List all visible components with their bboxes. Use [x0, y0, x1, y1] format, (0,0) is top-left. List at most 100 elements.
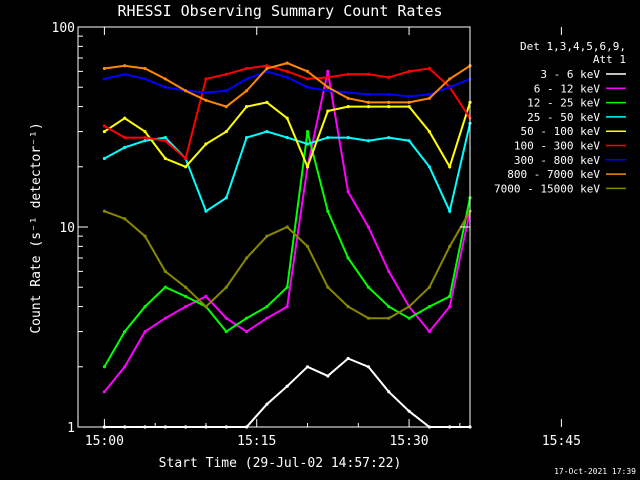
- data-point: [204, 304, 208, 309]
- legend-label: 800 - 7000 keV: [507, 168, 600, 181]
- data-point: [163, 135, 167, 140]
- data-point: [326, 135, 330, 140]
- y-tick-label: 10: [59, 221, 75, 236]
- data-point: [346, 72, 350, 76]
- data-point: [204, 142, 208, 146]
- data-point: [163, 285, 167, 289]
- data-point: [346, 190, 350, 194]
- legend-header-line2: Att 1: [593, 53, 626, 66]
- data-point: [427, 285, 431, 289]
- data-point: [184, 304, 188, 309]
- data-point: [102, 156, 107, 161]
- data-point: [204, 77, 208, 81]
- data-point: [407, 94, 411, 98]
- data-point: [224, 72, 228, 76]
- data-point: [326, 374, 330, 378]
- data-point: [407, 316, 411, 320]
- data-point: [346, 104, 350, 109]
- data-point: [184, 165, 188, 169]
- data-point: [366, 100, 371, 104]
- data-point: [244, 135, 249, 140]
- data-point: [143, 135, 147, 140]
- data-point: [123, 72, 127, 76]
- data-point: [305, 142, 310, 146]
- footer-date: 17-Oct-2021 17:39: [554, 467, 636, 476]
- data-point: [407, 409, 411, 413]
- x-tick-label: 15:00: [85, 434, 124, 449]
- data-point: [123, 329, 127, 334]
- x-tick-label: 15:15: [237, 434, 276, 449]
- data-point: [427, 329, 431, 334]
- data-point: [204, 294, 208, 298]
- data-point: [123, 217, 127, 221]
- data-point: [346, 304, 350, 309]
- legend-label: 50 - 100 keV: [521, 125, 601, 138]
- data-point: [143, 139, 147, 143]
- data-point: [143, 304, 147, 309]
- data-point: [346, 256, 350, 260]
- ticks-layer: 15:0015:1515:3015:4516:0016:1516:3011010…: [52, 21, 581, 449]
- data-point: [326, 209, 330, 213]
- data-point: [224, 316, 228, 320]
- legend-label: 12 - 25 keV: [527, 97, 600, 110]
- legend-label: 25 - 50 keV: [527, 111, 600, 124]
- data-point: [163, 77, 167, 81]
- data-point: [285, 285, 289, 289]
- data-point: [102, 124, 107, 128]
- data-point: [387, 316, 391, 320]
- data-point: [224, 196, 228, 200]
- data-point: [285, 75, 289, 79]
- data-point: [265, 234, 269, 238]
- data-point: [427, 304, 431, 309]
- data-point: [163, 316, 167, 320]
- data-point: [184, 156, 188, 161]
- data-point: [366, 72, 371, 76]
- data-point: [285, 384, 289, 388]
- data-point: [346, 135, 350, 140]
- data-point: [102, 66, 107, 71]
- data-point: [427, 66, 431, 71]
- data-point: [123, 135, 127, 140]
- data-point: [265, 316, 269, 320]
- y-tick-label: 100: [52, 21, 75, 36]
- y-axis-label: Count Rate (s⁻¹ detector⁻¹): [29, 122, 44, 333]
- legend-label: 3 - 6 keV: [540, 68, 600, 81]
- data-point: [224, 129, 228, 134]
- data-point: [407, 139, 411, 143]
- data-point: [265, 64, 269, 68]
- data-point: [265, 100, 269, 104]
- legend-label: 300 - 800 keV: [514, 154, 600, 167]
- data-point: [305, 365, 310, 369]
- data-point: [285, 61, 289, 65]
- data-point: [204, 90, 208, 95]
- data-point: [448, 294, 452, 298]
- data-point: [102, 77, 107, 81]
- data-point: [143, 234, 147, 238]
- data-point: [102, 390, 107, 394]
- data-point: [387, 390, 391, 394]
- data-point: [448, 77, 452, 81]
- data-point: [244, 66, 249, 71]
- data-point: [305, 165, 310, 169]
- legend-label: 7000 - 15000 keV: [494, 182, 600, 195]
- data-point: [427, 96, 431, 100]
- x-tick-label: 15:30: [389, 434, 428, 449]
- data-point: [346, 90, 350, 95]
- data-point: [163, 269, 167, 273]
- data-point: [387, 135, 391, 140]
- data-point: [184, 294, 188, 298]
- data-point: [407, 104, 411, 109]
- data-point: [265, 129, 269, 134]
- data-point: [285, 135, 289, 140]
- data-point: [366, 92, 371, 97]
- data-point: [244, 316, 249, 320]
- data-point: [407, 100, 411, 104]
- data-point: [123, 365, 127, 369]
- x-tick-label: 15:45: [542, 434, 581, 449]
- data-point: [448, 244, 452, 248]
- data-point: [244, 89, 249, 93]
- data-point: [285, 225, 289, 229]
- data-point: [407, 304, 411, 309]
